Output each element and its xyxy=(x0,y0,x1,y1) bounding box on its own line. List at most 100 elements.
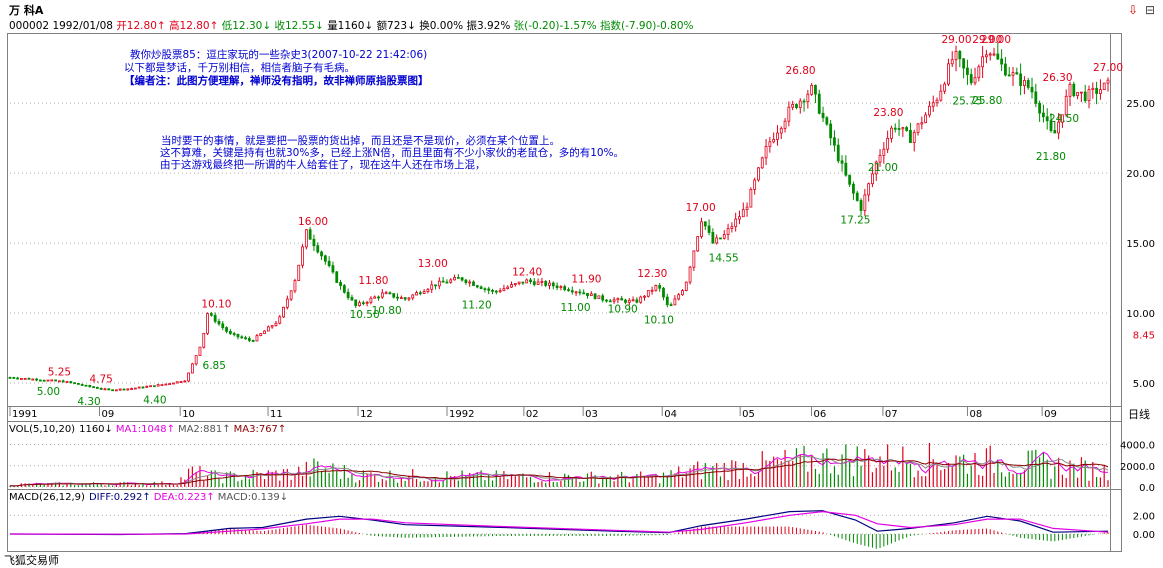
candle-body xyxy=(905,127,909,131)
x-tick-label: 08 xyxy=(969,409,982,420)
frame xyxy=(7,33,1122,552)
candle-body xyxy=(973,77,977,84)
candle-body xyxy=(160,384,164,387)
candle-body xyxy=(696,236,700,252)
candle-body xyxy=(1087,89,1091,102)
candle-body xyxy=(939,90,943,101)
y-tick-label: 2.00 xyxy=(1133,511,1155,522)
candle-body xyxy=(1049,120,1053,131)
candle-body xyxy=(567,289,570,292)
candle-body xyxy=(836,144,840,162)
price-label: 10.90 xyxy=(608,303,638,315)
candle-body xyxy=(297,264,301,281)
download-icon[interactable]: ⇩ xyxy=(1128,3,1139,17)
candle-body xyxy=(510,284,513,288)
candle-body xyxy=(616,298,620,301)
candle-body xyxy=(654,285,658,291)
candle-body xyxy=(1011,72,1015,76)
candle-body xyxy=(943,83,947,92)
candle-body xyxy=(491,289,494,292)
candle-body xyxy=(69,381,73,384)
macd-line xyxy=(9,510,1109,536)
candle-body xyxy=(985,54,988,58)
candle-body xyxy=(1106,79,1110,84)
candle-body xyxy=(282,306,285,318)
candle-body xyxy=(183,380,187,383)
candle-body xyxy=(734,218,738,228)
annotation-line: 这不算难，关键是持有也就30%多，已经上涨N倍，而且里面有不少小家伙的老鼠仓，多… xyxy=(160,146,624,159)
candle-body xyxy=(707,225,711,233)
candle-body xyxy=(966,67,969,75)
candle-body xyxy=(133,387,137,390)
candle-body xyxy=(487,288,491,291)
annotation-block-1: 教你炒股票85：逗庄家玩的一些杂史3(2007-10-22 21:42:06) … xyxy=(124,48,429,87)
x-tick-label: 07 xyxy=(885,409,898,420)
candle-body xyxy=(361,302,365,305)
candle-body xyxy=(1007,74,1011,77)
candle-body xyxy=(529,279,532,283)
price-labels: 5.25 5.00 4.75 4.30 4.40 10.10 6.85 16.00 11.80 1… xyxy=(37,34,1123,408)
candle-body xyxy=(624,299,627,303)
candle-body xyxy=(806,93,810,103)
price-label: 13.00 xyxy=(418,258,448,270)
candle-body xyxy=(137,386,141,389)
price-label: 17.25 xyxy=(840,215,870,227)
volume-ma-line xyxy=(9,451,1109,487)
price-label: 4.30 xyxy=(77,396,100,408)
candle-body xyxy=(1042,112,1045,118)
annotation-line: 教你炒股票85：逗庄家玩的一些杂史3(2007-10-22 21:42:06) xyxy=(130,48,427,61)
candle-body xyxy=(738,216,741,220)
candle-body xyxy=(430,284,434,290)
candle-body xyxy=(536,281,540,285)
candle-body xyxy=(996,53,1000,60)
price-label: 10.50 xyxy=(350,309,380,321)
candle-body xyxy=(901,127,905,130)
candle-body xyxy=(403,297,407,300)
candle-body xyxy=(122,388,126,391)
candle-body xyxy=(829,123,833,139)
candle-body xyxy=(339,282,342,286)
candle-body xyxy=(274,322,278,327)
candle-body xyxy=(969,74,973,84)
candle-body xyxy=(920,122,924,125)
candle-body xyxy=(589,293,593,297)
candle-body xyxy=(863,194,867,211)
candle-body xyxy=(1061,114,1064,123)
candle-body xyxy=(285,298,289,308)
x-tick-label: 10 xyxy=(182,409,195,420)
candle-body xyxy=(783,120,787,129)
x-tick-label: 1991 xyxy=(12,409,37,420)
svg-text:MACD(26,12,9)DIFF:0.292↑DEA:0.: MACD(26,12,9) DIFF:0.292↑ DEA:0.223↑ MACD:0… xyxy=(9,492,288,503)
index-change: 指数(-7.90)-0.80% xyxy=(600,20,694,32)
vol-ma2: MA2:881↑ xyxy=(178,424,231,435)
candle-body xyxy=(415,292,418,296)
candle-body xyxy=(924,114,928,124)
candle-body xyxy=(833,137,836,146)
candle-body xyxy=(308,229,312,240)
candle-body xyxy=(502,288,506,292)
candle-body xyxy=(700,221,703,237)
candle-body xyxy=(494,290,498,293)
candle-body xyxy=(23,377,27,380)
window-controls: ⇩ ⊟ xyxy=(1125,3,1155,17)
y-tick-label: 5.00 xyxy=(1133,379,1155,390)
x-tick-label: 11 xyxy=(270,409,283,420)
x-tick-label: 09 xyxy=(101,409,114,420)
price-label: 11.20 xyxy=(462,299,492,311)
candle-body xyxy=(1095,87,1099,94)
candle-body xyxy=(776,132,779,140)
candle-body xyxy=(597,295,601,299)
candle-body xyxy=(35,378,38,381)
high-price: 高12.80 xyxy=(169,20,210,32)
candle-body xyxy=(445,281,449,284)
candle-body xyxy=(874,161,878,175)
candle-body xyxy=(202,332,206,348)
window-icon[interactable]: ⊟ xyxy=(1144,3,1155,17)
candle-body xyxy=(1045,116,1049,122)
candle-body xyxy=(152,385,156,388)
candle-body xyxy=(255,335,259,342)
candle-body xyxy=(635,299,639,303)
candle-body xyxy=(958,50,962,60)
candle-body xyxy=(1023,80,1026,86)
